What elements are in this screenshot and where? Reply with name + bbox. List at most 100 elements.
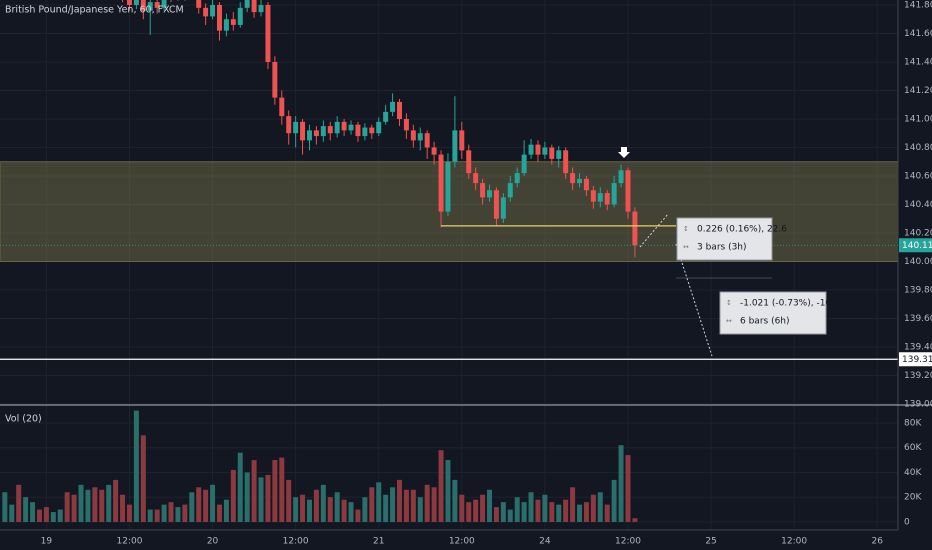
candle-body [563, 150, 569, 174]
x-tick-label: 25 [705, 537, 716, 547]
volume-bar [397, 479, 402, 522]
volume-bar [120, 494, 126, 522]
candle-body [473, 173, 479, 184]
candle-body [293, 121, 299, 134]
volume-bar [154, 509, 160, 522]
x-tick-label: 20 [207, 537, 219, 547]
volume-bar [251, 460, 257, 522]
candle-body [431, 147, 437, 155]
candle-body [521, 154, 527, 174]
y-tick-label: 141.600 [904, 29, 932, 39]
volume-label: Vol (20) [5, 414, 42, 425]
volume-bar [473, 499, 479, 522]
candle-body [590, 190, 596, 202]
volume-tick-label: 80K [904, 418, 922, 428]
volume-bar [355, 509, 361, 522]
volume-bar [369, 487, 375, 522]
y-tick-label: 141.400 [904, 57, 932, 67]
volume-bar [542, 494, 548, 522]
measure-text: 6 bars (6h) [740, 317, 790, 327]
x-tick-label: 19 [41, 537, 53, 547]
candle-body [320, 126, 326, 137]
volume-bar [604, 504, 610, 522]
candle-body [424, 133, 430, 148]
candle-body [126, 0, 132, 5]
candle-body [459, 130, 465, 151]
y-tick-label: 140.600 [904, 171, 932, 181]
candle-body [410, 130, 416, 141]
candle-body [556, 150, 562, 159]
projection-1 [639, 213, 669, 248]
volume-bar [334, 492, 340, 522]
x-tick-label: 21 [373, 537, 384, 547]
volume-bar [327, 497, 333, 522]
volume-bar [147, 509, 153, 522]
candle-body [369, 127, 375, 134]
volume-bar [189, 492, 195, 522]
volume-bar [570, 487, 576, 522]
candle-body [376, 121, 382, 134]
volume-bar [230, 469, 236, 522]
last-price-label: 140.114 [902, 241, 932, 251]
volume-bar [362, 497, 368, 522]
volume-bar [258, 477, 264, 522]
volume-bar [577, 504, 583, 522]
volume-bar [196, 487, 202, 522]
candle-body [583, 178, 589, 191]
volume-bar [265, 474, 271, 522]
candle-body [403, 118, 409, 131]
candle-body [334, 121, 340, 134]
candle-body [348, 124, 354, 131]
volume-bar [306, 499, 312, 522]
candle-body [210, 4, 216, 17]
volume-bar [320, 484, 326, 522]
candle-body [203, 7, 209, 17]
volumes [2, 410, 638, 522]
volume-bar [2, 492, 8, 522]
candle-body [265, 4, 271, 62]
volume-bar [50, 512, 56, 522]
candle-body [244, 0, 250, 8]
y-tick-label: 140.400 [904, 200, 932, 210]
measure-box [676, 217, 773, 261]
candle-body [341, 121, 347, 131]
candle-body [452, 130, 458, 162]
overlay: 139.314 140.114 0.226 (0.16%), 22.6 3 bars … [0, 147, 932, 367]
volume-bar [341, 499, 347, 522]
volume-bar [597, 492, 603, 522]
volume-bar [514, 497, 520, 522]
x-tick-label: 12:00 [283, 537, 309, 547]
candle-body [258, 4, 264, 13]
volume-bar [92, 487, 98, 522]
candle-body [514, 173, 520, 184]
candle-body [417, 133, 423, 141]
y-tick-label: 139.000 [904, 400, 932, 410]
volume-bar [223, 499, 229, 522]
volume-bar [210, 484, 216, 522]
candle-body [507, 183, 513, 198]
volume-bar [493, 507, 499, 522]
candle-body [133, 0, 139, 5]
volume-bar [563, 499, 569, 522]
candle-body [355, 124, 361, 137]
volume-bar [113, 479, 119, 522]
candle-body [147, 2, 153, 11]
volume-bar [313, 489, 319, 522]
candle-body [196, 0, 202, 8]
y-tick-label: 140.000 [904, 257, 932, 267]
y-tick-label: 139.400 [904, 343, 932, 353]
volume-bar [376, 482, 382, 522]
volume-bar [445, 460, 451, 522]
volume-bar [383, 494, 389, 522]
volume-bar [30, 502, 36, 522]
axes: 141.800 141.600 141.400 141.200 141.000 140.8… [41, 0, 932, 546]
volume-bar [133, 410, 139, 522]
candle-body [604, 193, 610, 205]
y-tick-label: 140.800 [904, 143, 932, 153]
candles [122, 0, 638, 258]
volume-bar [590, 494, 596, 522]
volume-bar [237, 452, 243, 522]
candle-body [487, 190, 492, 198]
volume-bar [528, 492, 534, 522]
